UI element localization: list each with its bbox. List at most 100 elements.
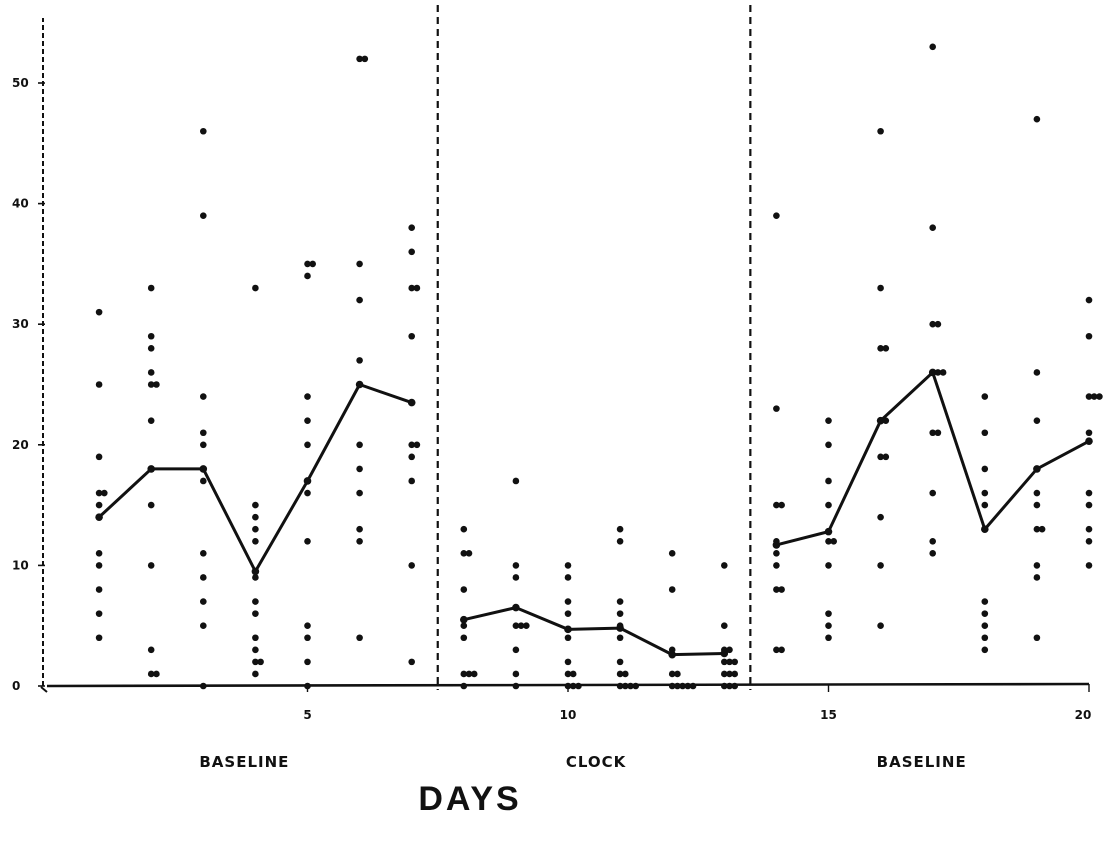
data-point bbox=[773, 501, 780, 509]
data-point bbox=[934, 369, 942, 376]
data-point bbox=[726, 682, 733, 690]
x-tick-label: 5 bbox=[303, 708, 311, 722]
data-point bbox=[564, 634, 572, 642]
data-point bbox=[616, 658, 624, 666]
data-point bbox=[689, 682, 697, 690]
data-point bbox=[147, 284, 155, 292]
data-point bbox=[356, 357, 363, 364]
mean-point bbox=[355, 380, 364, 389]
data-point bbox=[147, 332, 155, 340]
data-point bbox=[408, 248, 416, 256]
data-point bbox=[252, 634, 259, 642]
phase-label: CLOCK bbox=[566, 753, 627, 771]
data-point bbox=[356, 55, 363, 63]
data-point bbox=[877, 127, 884, 135]
data-point bbox=[200, 682, 207, 690]
data-point bbox=[147, 646, 155, 654]
mean-point bbox=[95, 513, 103, 521]
data-point bbox=[1085, 429, 1093, 437]
data-point bbox=[825, 417, 832, 424]
data-point bbox=[200, 212, 207, 219]
data-point bbox=[356, 525, 363, 533]
data-point bbox=[408, 441, 416, 449]
data-point bbox=[569, 682, 577, 690]
data-point bbox=[564, 598, 572, 605]
data-point bbox=[1090, 393, 1098, 400]
data-point bbox=[1033, 489, 1041, 497]
data-point bbox=[616, 598, 624, 605]
data-point bbox=[200, 393, 207, 400]
data-point bbox=[200, 622, 207, 629]
data-point bbox=[252, 284, 259, 292]
data-point bbox=[773, 646, 780, 654]
data-point bbox=[408, 284, 416, 292]
data-point bbox=[460, 586, 468, 593]
data-point bbox=[200, 477, 207, 485]
data-point bbox=[304, 634, 311, 642]
data-point bbox=[674, 670, 681, 678]
data-point bbox=[413, 441, 421, 449]
mean-line bbox=[463, 606, 725, 657]
data-point bbox=[721, 562, 728, 569]
data-point bbox=[981, 465, 989, 473]
data-point bbox=[512, 562, 520, 569]
data-point bbox=[731, 658, 739, 666]
data-point bbox=[981, 598, 989, 605]
data-point bbox=[668, 670, 676, 678]
data-point bbox=[304, 393, 311, 400]
data-point bbox=[877, 622, 884, 629]
data-point bbox=[981, 622, 989, 629]
data-point bbox=[616, 610, 624, 617]
data-point bbox=[825, 562, 832, 569]
data-point bbox=[882, 417, 890, 424]
data-point bbox=[523, 622, 530, 629]
data-point bbox=[408, 453, 416, 461]
data-point bbox=[668, 646, 676, 654]
data-point bbox=[929, 537, 936, 545]
data-point bbox=[627, 682, 634, 690]
data-point bbox=[408, 658, 416, 666]
data-point bbox=[825, 622, 832, 629]
data-point bbox=[981, 489, 989, 497]
data-point bbox=[1033, 115, 1041, 123]
data-point bbox=[147, 345, 155, 352]
data-point bbox=[95, 489, 103, 497]
data-point bbox=[1033, 634, 1041, 642]
data-point bbox=[981, 525, 989, 533]
data-point bbox=[200, 127, 207, 135]
mean-line bbox=[776, 370, 1090, 547]
data-point bbox=[147, 417, 155, 424]
data-points bbox=[95, 43, 1103, 690]
data-point bbox=[721, 682, 728, 690]
data-point bbox=[981, 393, 989, 400]
phase-label: BASELINE bbox=[877, 753, 967, 771]
data-point bbox=[304, 489, 311, 497]
data-point bbox=[95, 550, 103, 557]
data-point bbox=[632, 682, 640, 690]
data-point bbox=[1033, 525, 1041, 533]
data-point bbox=[726, 646, 733, 654]
data-point bbox=[252, 670, 259, 678]
y-tick-label: 50 bbox=[12, 76, 29, 90]
data-point bbox=[356, 260, 363, 268]
data-point bbox=[773, 537, 780, 545]
data-point bbox=[1038, 525, 1046, 533]
data-point bbox=[304, 658, 311, 666]
data-point bbox=[356, 441, 363, 449]
phase-boundaries bbox=[436, 5, 752, 690]
data-point bbox=[773, 586, 780, 593]
data-point bbox=[726, 670, 733, 678]
data-point bbox=[356, 296, 363, 304]
data-point bbox=[1033, 465, 1041, 473]
data-point bbox=[252, 598, 259, 605]
data-point bbox=[95, 381, 103, 388]
data-point bbox=[512, 477, 520, 485]
data-point bbox=[882, 345, 890, 352]
data-point bbox=[825, 441, 832, 449]
data-point bbox=[877, 562, 884, 569]
data-point bbox=[1033, 574, 1041, 581]
data-point bbox=[95, 634, 103, 642]
data-point bbox=[939, 369, 947, 376]
data-point bbox=[721, 646, 728, 654]
